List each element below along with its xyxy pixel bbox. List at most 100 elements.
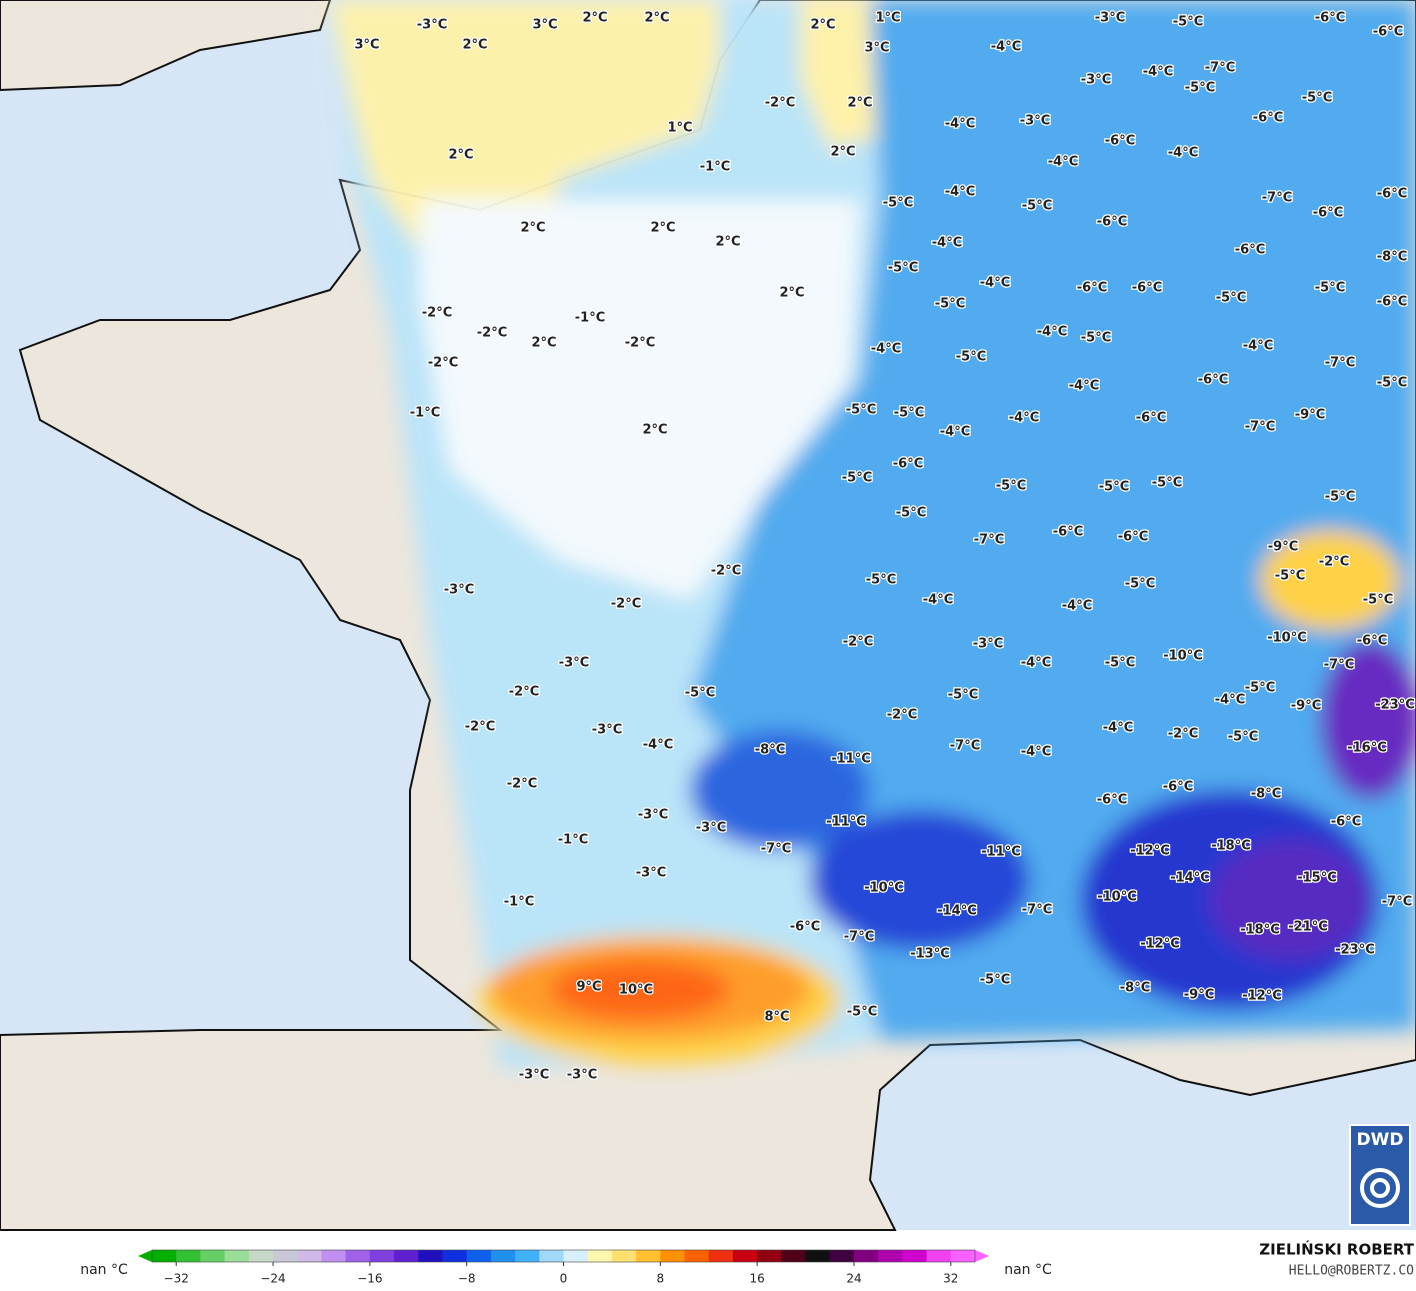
temperature-label: 2°C bbox=[650, 221, 675, 236]
temperature-label: -7°C bbox=[950, 739, 980, 754]
colorbar-tick-label: −8 bbox=[458, 1272, 476, 1286]
temperature-label: -6°C bbox=[1235, 243, 1265, 258]
temperature-label: -6°C bbox=[1315, 11, 1345, 26]
temperature-label: -10°C bbox=[1163, 649, 1203, 664]
temperature-label: -6°C bbox=[1373, 25, 1403, 40]
colorbar-segment bbox=[152, 1250, 177, 1262]
temperature-label: -4°C bbox=[945, 117, 975, 132]
temperature-label: -14°C bbox=[1170, 871, 1210, 886]
temperature-label: -3°C bbox=[696, 821, 726, 836]
temperature-label: -7°C bbox=[1382, 895, 1412, 910]
colorbar-segment bbox=[684, 1250, 710, 1262]
temperature-label: -4°C bbox=[1021, 745, 1051, 760]
temperature-label: -18°C bbox=[1211, 839, 1251, 854]
temperature-label: -4°C bbox=[1009, 411, 1039, 426]
colorbar-segment bbox=[273, 1250, 298, 1262]
colorbar-segment bbox=[950, 1250, 976, 1262]
temperature-label: 10°C bbox=[619, 983, 653, 998]
colorbar-segment bbox=[732, 1250, 758, 1262]
temperature-label: -5°C bbox=[1105, 656, 1135, 671]
temperature-label: -4°C bbox=[940, 425, 970, 440]
temperature-label: -5°C bbox=[956, 350, 986, 365]
temperature-label: -6°C bbox=[1105, 134, 1135, 149]
colorbar-segment bbox=[490, 1250, 516, 1262]
colorbar-segment bbox=[902, 1250, 928, 1262]
temperature-label: -4°C bbox=[945, 185, 975, 200]
temperature-label: 2°C bbox=[448, 148, 473, 163]
temperature-label: -14°C bbox=[937, 904, 977, 919]
temperature-label: -9°C bbox=[1291, 699, 1321, 714]
temperature-label: -4°C bbox=[871, 342, 901, 357]
temperature-label: -6°C bbox=[1132, 281, 1162, 296]
temperature-label: -3°C bbox=[559, 656, 589, 671]
temperature-label: -8°C bbox=[1251, 787, 1281, 802]
temperature-label: -9°C bbox=[1184, 988, 1214, 1003]
temperature-label: -5°C bbox=[894, 406, 924, 421]
temperature-label: -5°C bbox=[842, 471, 872, 486]
colorbar-segment bbox=[878, 1250, 903, 1262]
temperature-label: 2°C bbox=[810, 18, 835, 33]
temperature-label: -5°C bbox=[1245, 681, 1275, 696]
temperature-label: -6°C bbox=[1097, 793, 1127, 808]
temperature-label: -7°C bbox=[844, 930, 874, 945]
temperature-label: -5°C bbox=[883, 196, 913, 211]
temperature-label: -5°C bbox=[1377, 376, 1407, 391]
temperature-label: -7°C bbox=[1262, 191, 1292, 206]
temperature-label: -4°C bbox=[1243, 339, 1273, 354]
temperature-label: -5°C bbox=[888, 261, 918, 276]
colorbar-segment bbox=[781, 1250, 807, 1262]
temperature-label: -6°C bbox=[1253, 111, 1283, 126]
colorbar-segment bbox=[829, 1250, 855, 1262]
colorbar-segment bbox=[248, 1250, 274, 1262]
temperature-label: -6°C bbox=[1357, 634, 1387, 649]
temperature-label: -5°C bbox=[935, 297, 965, 312]
temperature-label: -2°C bbox=[428, 356, 458, 371]
temperature-label: -1°C bbox=[558, 833, 588, 848]
temperature-label: -5°C bbox=[1125, 577, 1155, 592]
colorbar-tick-label: 0 bbox=[560, 1272, 568, 1286]
temperature-label: -3°C bbox=[519, 1068, 549, 1083]
colorbar-tick-label: 32 bbox=[943, 1272, 958, 1286]
land-uk bbox=[0, 0, 332, 92]
temperature-label: -5°C bbox=[1302, 91, 1332, 106]
temperature-label: -4°C bbox=[1103, 721, 1133, 736]
temperature-label: -2°C bbox=[765, 96, 795, 111]
temperature-label: -12°C bbox=[1140, 937, 1180, 952]
temperature-label: -4°C bbox=[1215, 693, 1245, 708]
temperature-label: -7°C bbox=[1022, 903, 1052, 918]
temperature-label: -6°C bbox=[1163, 780, 1193, 795]
temperature-label: 2°C bbox=[847, 96, 872, 111]
temperature-label: 3°C bbox=[864, 41, 889, 56]
temperature-label: -2°C bbox=[611, 597, 641, 612]
temperature-label: -6°C bbox=[1097, 215, 1127, 230]
temperature-label: -11°C bbox=[826, 815, 866, 830]
temperature-label: -1°C bbox=[410, 406, 440, 421]
temperature-label: -2°C bbox=[465, 720, 495, 735]
temperature-label: -3°C bbox=[567, 1068, 597, 1083]
temperature-label: -11°C bbox=[831, 752, 871, 767]
temperature-label: -8°C bbox=[755, 743, 785, 758]
colorbar-right-label: nan °C bbox=[1004, 1262, 1052, 1278]
temperature-label: -7°C bbox=[1324, 658, 1354, 673]
colorbar-segment bbox=[515, 1250, 540, 1262]
colorbar-segment bbox=[853, 1250, 879, 1262]
temperature-label: 2°C bbox=[462, 38, 487, 53]
temperature-label: -5°C bbox=[1152, 476, 1182, 491]
temperature-label: -2°C bbox=[507, 777, 537, 792]
temperature-label: -5°C bbox=[948, 688, 978, 703]
temperature-label: -6°C bbox=[1077, 281, 1107, 296]
temperature-label: -3°C bbox=[636, 866, 666, 881]
temperature-label: -7°C bbox=[1205, 61, 1235, 76]
temperature-label: -6°C bbox=[1053, 525, 1083, 540]
temperature-label: -5°C bbox=[896, 506, 926, 521]
temperature-label: -5°C bbox=[996, 479, 1026, 494]
temperature-label: -2°C bbox=[843, 635, 873, 650]
temperature-label: -5°C bbox=[1099, 480, 1129, 495]
temperature-labels: 3°C -3°C 2°C 3°C 2°C 2°C 2°C 1°C 3°C 2°C 1°C -2°C 2°… bbox=[353, 9, 1416, 1084]
temperature-label: -8°C bbox=[1120, 981, 1150, 996]
colorbar-segment bbox=[805, 1250, 831, 1262]
temperature-field bbox=[330, 0, 1416, 1070]
temperature-label: -3°C bbox=[973, 637, 1003, 652]
colorbar-tick-label: −24 bbox=[260, 1272, 285, 1286]
